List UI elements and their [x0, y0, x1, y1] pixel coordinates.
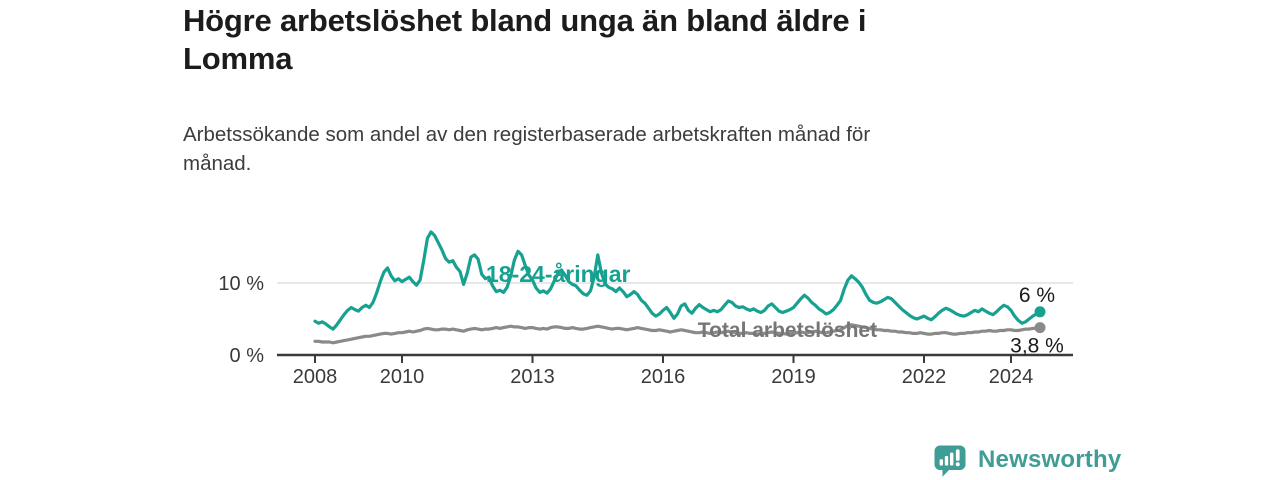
- newsworthy-logo: Newsworthy: [932, 442, 1121, 478]
- x-axis-tick-label: 2024: [989, 366, 1034, 388]
- x-axis-tick-label: 2016: [641, 366, 686, 388]
- series-line-youth: [313, 230, 1042, 331]
- series-end-dot-total: [1034, 322, 1046, 334]
- series-end-value-label-total: 3,8 %: [1010, 335, 1064, 358]
- chart-title: Högre arbetslöshet bland unga än bland ä…: [183, 2, 1023, 78]
- newsworthy-logo-text: Newsworthy: [978, 446, 1122, 473]
- x-axis-tick-label: 2008: [293, 366, 338, 388]
- chart-title-line1: Högre arbetslöshet bland unga än bland ä…: [183, 3, 867, 38]
- newsworthy-logo-icon: [934, 445, 966, 477]
- y-axis-tick-label: 0 %: [230, 345, 265, 367]
- x-axis-tick-label: 2010: [380, 366, 425, 388]
- series-name-label-youth: 18-24-åringar: [486, 261, 631, 287]
- series-name-label-total: Total arbetslöshet: [698, 319, 877, 342]
- chart-subtitle-line2: månad.: [183, 151, 252, 175]
- series-line-total: [313, 323, 1042, 345]
- y-axis-tick-label: 10 %: [218, 273, 264, 295]
- chart-subtitle: Arbetssökande som andel av den registerb…: [183, 121, 1043, 178]
- x-axis-tick-label: 2022: [902, 366, 947, 388]
- chart-title-line2: Lomma: [183, 41, 293, 76]
- series-end-dot-youth: [1034, 306, 1046, 318]
- x-axis-tick-label: 2013: [510, 366, 555, 388]
- x-axis-tick-label: 2019: [771, 366, 816, 388]
- series-end-value-label-youth: 6 %: [1019, 284, 1055, 307]
- chart-subtitle-line1: Arbetssökande som andel av den registerb…: [183, 123, 871, 146]
